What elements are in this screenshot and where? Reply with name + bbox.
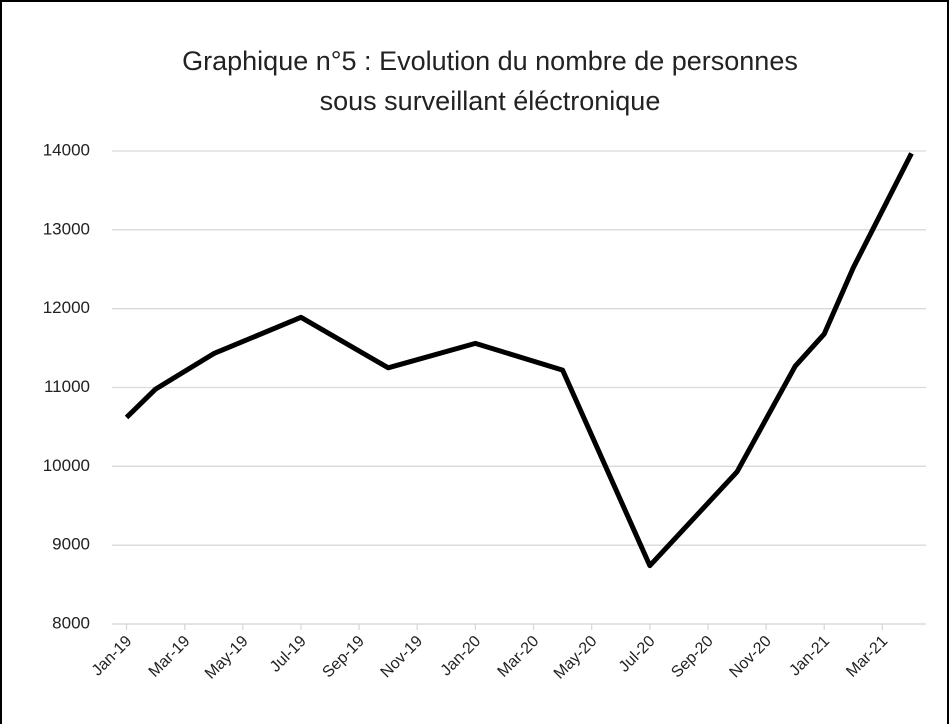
y-tick-label: 13000	[43, 219, 90, 238]
chart-title: Graphique n°5 : Evolution du nombre de p…	[182, 46, 798, 76]
y-tick-label: 9000	[52, 535, 90, 554]
y-tick-label: 10000	[43, 456, 90, 475]
y-tick-label: 14000	[43, 140, 90, 159]
data-line	[124, 152, 914, 569]
y-tick-label: 11000	[44, 377, 90, 396]
y-tick-label: 8000	[52, 613, 90, 632]
chart-title: sous surveillant éléctronique	[320, 86, 661, 116]
y-tick-label: 12000	[43, 298, 90, 317]
